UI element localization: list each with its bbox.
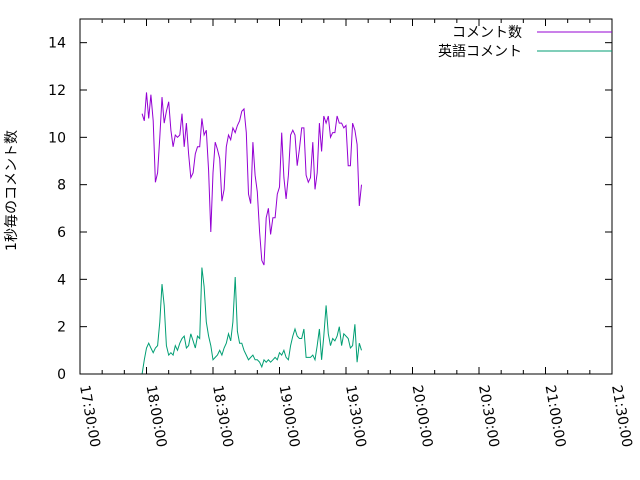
y-axis: 0 2 4 6 8 10 12 14 <box>48 36 612 383</box>
x-axis: 17:30:00 18:00:00 18:30:00 19:00:00 19:30:00… <box>76 19 635 449</box>
x-tick-label: 18:00:00 <box>143 384 170 449</box>
y-axis-label: 1秒毎のコメント数 <box>4 130 20 251</box>
y-tick-label: 14 <box>48 36 66 52</box>
x-tick-label: 20:30:00 <box>475 384 502 449</box>
y-tick-label: 0 <box>57 367 66 383</box>
x-tick-label: 18:30:00 <box>209 384 236 449</box>
plot-lines <box>141 92 362 375</box>
y-tick-label: 8 <box>57 178 66 194</box>
x-tick-label: 19:30:00 <box>342 384 369 449</box>
legend-label-2: 英語コメント <box>438 43 522 60</box>
x-tick-label: 21:30:00 <box>608 384 635 449</box>
x-tick-label: 17:30:00 <box>76 384 103 449</box>
y-tick-label: 6 <box>57 225 66 241</box>
x-tick-label: 19:00:00 <box>276 384 303 449</box>
y-tick-label: 10 <box>48 130 66 146</box>
x-tick-label: 21:00:00 <box>542 384 569 449</box>
y-tick-label: 4 <box>57 272 66 288</box>
legend-label-1: コメント数 <box>452 25 522 41</box>
y-tick-label: 12 <box>48 83 66 99</box>
series-line-1 <box>141 92 362 266</box>
x-tick-label: 20:00:00 <box>409 384 436 449</box>
y-tick-label: 2 <box>57 320 66 336</box>
series-line-2 <box>141 267 362 375</box>
